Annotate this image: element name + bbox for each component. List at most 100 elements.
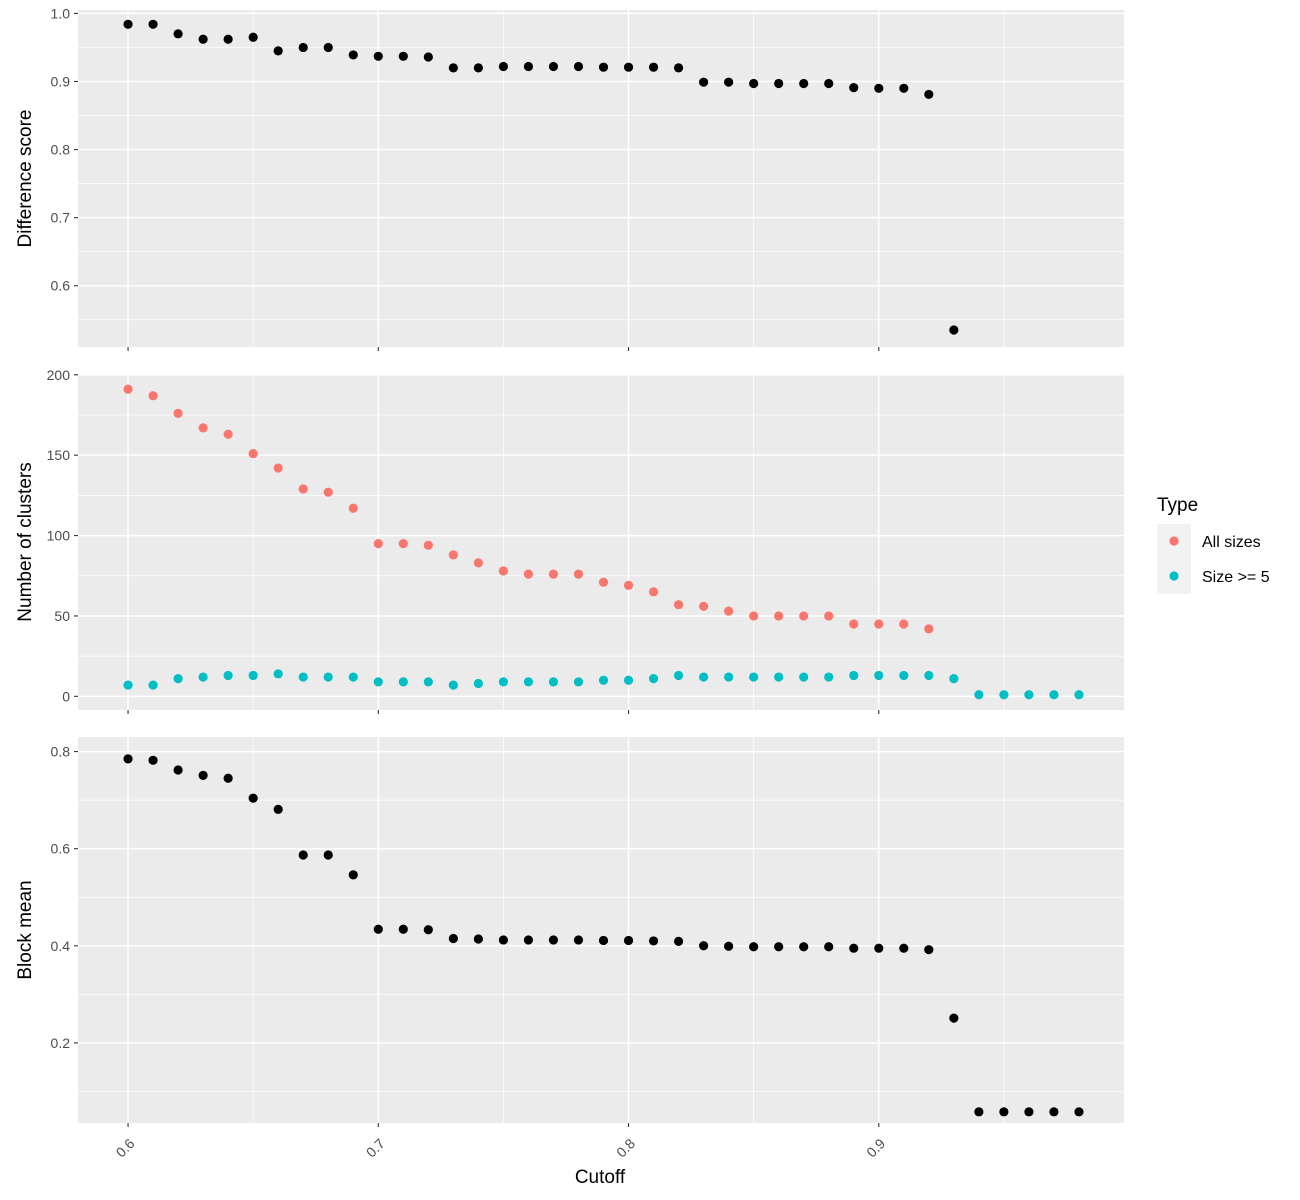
data-point [148,391,158,401]
data-point [198,672,208,682]
y-tick-label: 0.6 [51,278,71,294]
data-point [1024,1107,1034,1117]
data-point [924,89,934,100]
data-point [223,34,233,44]
data-point [774,611,784,621]
y-tick-label: 0.7 [51,210,71,226]
data-point [173,408,183,418]
panel-background [78,737,1124,1123]
data-point [999,690,1009,700]
data-point [148,19,158,29]
data-point [623,675,634,685]
y-tick-label: 50 [54,608,70,624]
data-point [498,677,509,687]
data-point [749,942,759,952]
data-point [849,83,859,93]
legend-key-background [1157,524,1191,594]
data-point [148,680,158,690]
data-point [648,62,659,72]
data-point [774,672,784,682]
series-3-1 [123,754,1084,1117]
data-point [924,624,934,634]
series-1-1 [123,19,959,335]
data-point [673,600,684,610]
legend: Type All sizes Size >= 5 [1157,495,1270,594]
data-point [373,924,383,934]
panel-background [78,10,1124,347]
data-point [523,569,534,579]
data-point [573,61,584,72]
data-point [523,61,534,72]
data-point [323,42,333,53]
legend-key-swatch [1169,536,1179,546]
y-tick-label: 0.9 [51,73,71,89]
data-point [548,935,559,945]
data-point [548,569,559,579]
y-axis-title: Difference score [15,110,36,248]
data-point [673,63,684,73]
data-point [248,670,258,681]
data-point [173,674,183,684]
data-point [473,934,483,944]
data-point [949,674,959,684]
data-point [598,675,609,685]
data-point [498,566,509,576]
x-tick-label: 0.6 [113,1135,138,1160]
data-point [724,77,734,87]
data-point [448,680,458,690]
data-point [298,42,308,53]
data-point [623,935,634,946]
y-axis-title: Block mean [15,880,36,979]
data-point [849,943,859,953]
data-point [799,611,809,621]
x-tick-label: 0.7 [363,1135,388,1160]
data-point [523,677,534,687]
data-point [598,935,609,946]
data-point [273,46,283,56]
data-point [273,463,283,473]
data-point [148,755,158,765]
y-tick-label: 0.8 [51,744,71,760]
data-point [874,943,884,953]
data-point [1024,690,1034,700]
data-point [123,384,133,394]
data-point [173,29,183,39]
data-point [448,550,458,560]
data-point [448,63,458,73]
data-point [598,577,609,587]
data-point [849,619,859,629]
data-point [423,540,433,550]
y-tick-label: 0.6 [51,841,71,857]
data-point [724,606,734,616]
data-point [648,936,659,946]
data-point [373,539,383,549]
data-point [423,52,433,62]
y-tick-label: 0.4 [51,938,71,954]
data-point [623,62,634,72]
y-axis-title: Number of clusters [15,462,36,621]
y-tick-label: 200 [47,367,71,383]
panels-layer: 0.6 0.7 0.8 0.9 1.0 Difference score 0 50 100 150… [15,5,1124,1160]
data-point [698,941,709,951]
data-point [899,619,909,629]
series-2-1 [123,384,934,634]
data-point [799,942,809,952]
data-point [398,51,408,61]
data-point [248,793,258,803]
data-point [824,611,834,621]
data-point [298,850,308,860]
data-point [348,503,358,513]
data-point [1074,690,1084,700]
panel-2: 0 50 100 150 200 Number of clusters [15,367,1124,714]
data-point [223,429,233,439]
data-point [123,754,133,764]
data-point [824,672,834,682]
data-point [548,61,559,72]
data-point [1049,690,1059,700]
data-point [398,539,408,549]
data-point [423,925,433,935]
data-point [198,34,208,44]
data-point [523,935,534,945]
data-point [473,558,483,568]
